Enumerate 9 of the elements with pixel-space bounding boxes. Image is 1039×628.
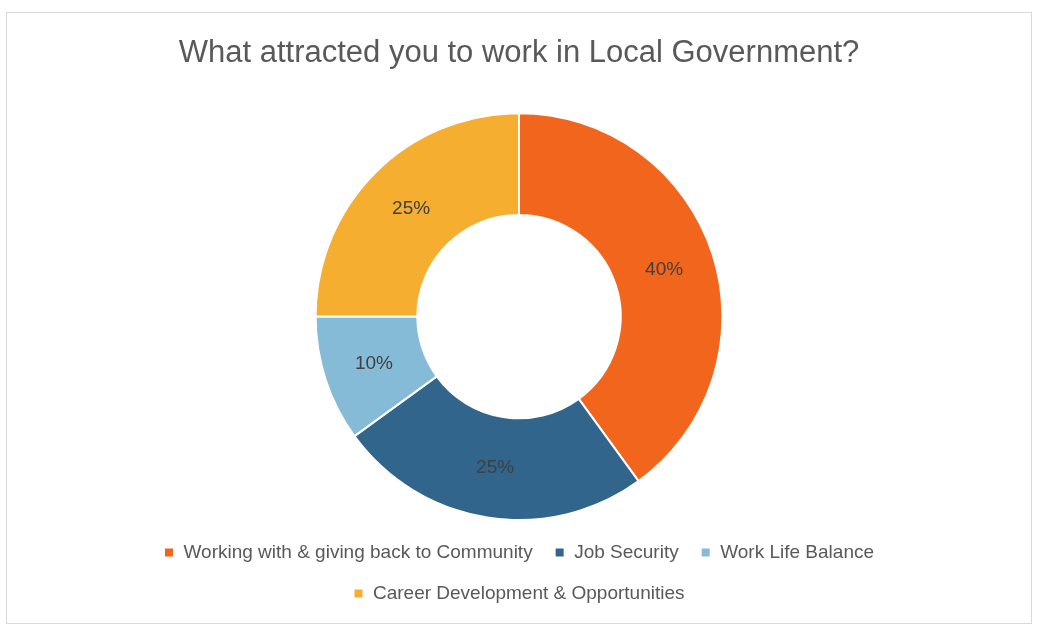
data-label: 40% xyxy=(645,257,684,279)
data-label: 25% xyxy=(392,196,431,218)
legend-label: Career Development & Opportunities xyxy=(372,581,685,603)
data-label: 25% xyxy=(476,455,515,477)
legend-label: Job Security xyxy=(574,540,680,562)
legend-label: Work Life Balance xyxy=(720,540,875,562)
legend-label: Working with & giving back to Community xyxy=(183,540,534,562)
data-label: 10% xyxy=(354,351,394,373)
chart-title: What attracted you to work in Local Government? xyxy=(178,34,860,70)
